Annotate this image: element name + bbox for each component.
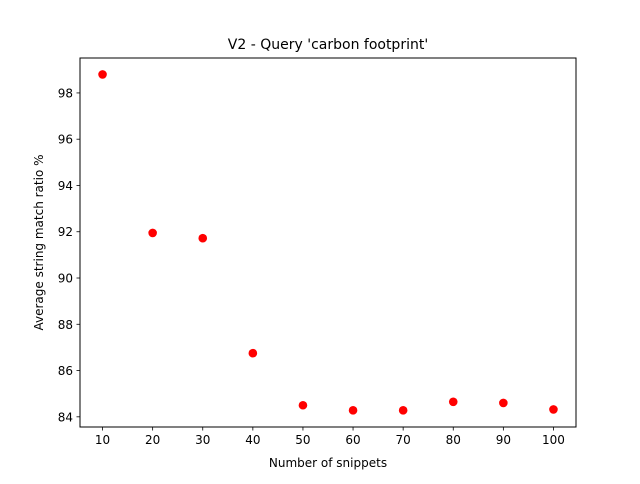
- x-tick-label: 40: [245, 433, 260, 447]
- x-tick-label: 30: [195, 433, 210, 447]
- y-axis-ticks: 84 86 88 90 92 94 96 98: [58, 86, 80, 424]
- y-axis-label: Average string match ratio %: [32, 154, 46, 330]
- y-tick-label: 84: [58, 410, 73, 424]
- data-point: [448, 397, 458, 407]
- y-tick-label: 96: [58, 133, 73, 147]
- y-tick-label: 92: [58, 225, 73, 239]
- data-point: [398, 406, 408, 415]
- data-point: [98, 70, 107, 79]
- chart-title: V2 - Query 'carbon footprint': [228, 37, 428, 53]
- y-tick-label: 90: [58, 272, 73, 286]
- x-tick-label: 100: [542, 433, 565, 447]
- data-point: [148, 228, 157, 238]
- x-tick-label: 80: [446, 433, 461, 447]
- x-tick-label: 90: [496, 433, 511, 447]
- data-points: [98, 70, 558, 415]
- x-tick-label: 60: [345, 433, 360, 447]
- x-tick-label: 50: [295, 433, 310, 447]
- x-tick-label: 20: [145, 433, 160, 447]
- y-tick-label: 98: [58, 86, 73, 100]
- x-axis-label: Number of snippets: [269, 456, 387, 470]
- data-point: [248, 348, 258, 358]
- y-tick-label: 88: [58, 318, 73, 332]
- x-axis-ticks: 10 20 30 40 50 60 70 80 90 100: [95, 427, 565, 447]
- data-point: [348, 406, 358, 415]
- data-point: [549, 405, 558, 414]
- x-tick-label: 70: [396, 433, 411, 447]
- data-point: [499, 398, 508, 408]
- x-tick-label: 10: [95, 433, 110, 447]
- plot-area-frame: [79, 57, 577, 428]
- y-tick-label: 86: [58, 364, 73, 378]
- data-point: [298, 400, 308, 410]
- data-point: [198, 233, 208, 243]
- y-tick-label: 94: [58, 179, 73, 193]
